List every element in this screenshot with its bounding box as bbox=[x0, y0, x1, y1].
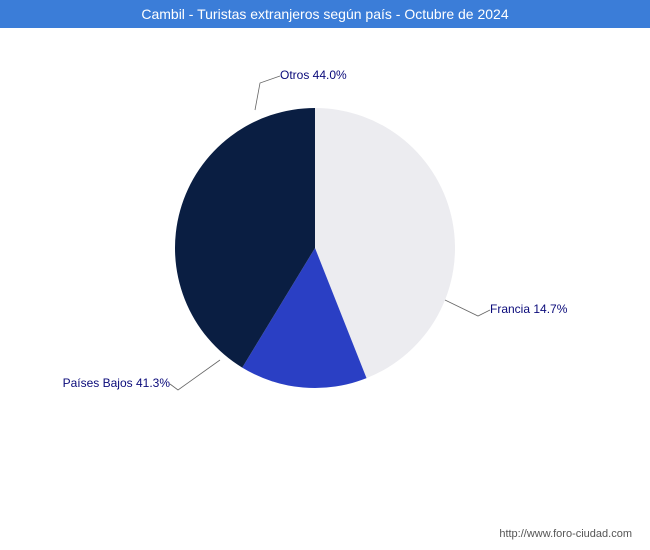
leader-line bbox=[170, 360, 220, 390]
leader-line bbox=[255, 76, 280, 110]
chart-container: Cambil - Turistas extranjeros según país… bbox=[0, 0, 650, 550]
chart-title: Cambil - Turistas extranjeros según país… bbox=[141, 6, 508, 22]
pie-group bbox=[175, 108, 455, 388]
slice-label-otros: Otros 44.0% bbox=[280, 68, 347, 82]
pie-area: Otros 44.0% Francia 14.7% Países Bajos 4… bbox=[0, 28, 650, 520]
pie-svg bbox=[0, 28, 650, 520]
title-bar: Cambil - Turistas extranjeros según país… bbox=[0, 0, 650, 28]
leader-line bbox=[445, 300, 490, 316]
slice-label-francia: Francia 14.7% bbox=[490, 302, 567, 316]
slice-label-paises-bajos: Países Bajos 41.3% bbox=[63, 376, 170, 390]
footer-url: http://www.foro-ciudad.com bbox=[499, 528, 632, 540]
